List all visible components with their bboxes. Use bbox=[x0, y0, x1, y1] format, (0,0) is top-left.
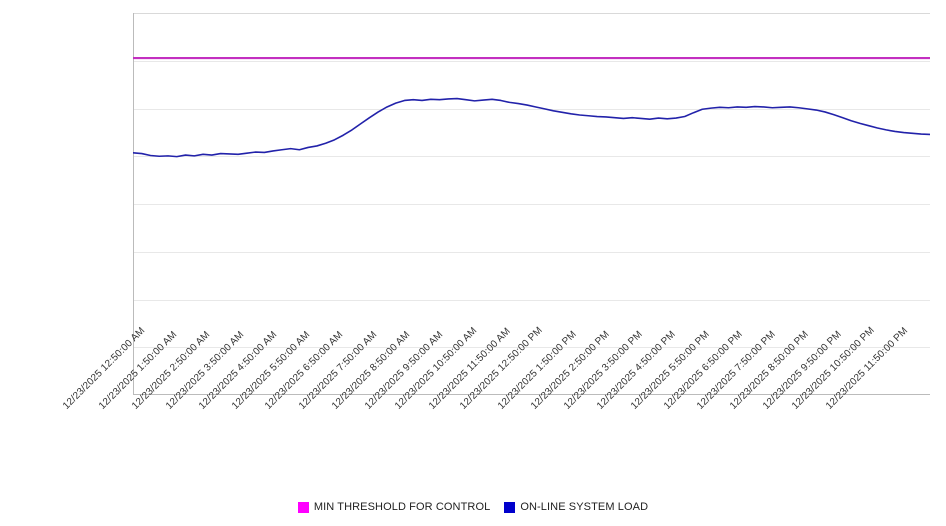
legend-item[interactable]: ON-LINE SYSTEM LOAD bbox=[504, 501, 648, 513]
plot-canvas bbox=[133, 13, 930, 395]
x-axis-tick-labels: 12/23/2025 12:50:00 AM 12/23/2025 1:50:00… bbox=[0, 325, 946, 492]
load-line bbox=[133, 97, 930, 158]
legend-color-swatch bbox=[297, 501, 309, 513]
legend-item[interactable]: MIN THRESHOLD FOR CONTROL bbox=[297, 501, 491, 513]
chart-legend: MIN THRESHOLD FOR CONTROL ON-LINE SYSTEM … bbox=[0, 496, 946, 518]
plot-area bbox=[133, 13, 930, 395]
legend-label: ON-LINE SYSTEM LOAD bbox=[520, 501, 649, 513]
legend-color-swatch bbox=[504, 501, 516, 513]
legend-label: MIN THRESHOLD FOR CONTROL bbox=[313, 501, 491, 513]
